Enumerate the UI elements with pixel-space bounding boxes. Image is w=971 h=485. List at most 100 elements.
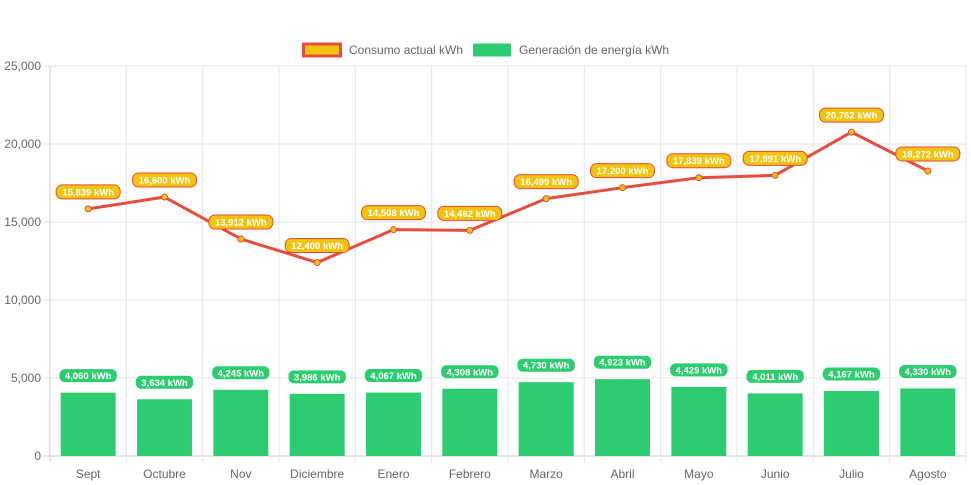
bar-value-label: 4,167 kWh bbox=[821, 366, 882, 382]
line-point-consumo bbox=[848, 128, 855, 136]
line-value-label-text: 14,462 kWh bbox=[444, 209, 496, 220]
x-tick-label: Nov bbox=[230, 467, 251, 481]
legend-item[interactable]: Consumo actual kWh bbox=[302, 42, 464, 58]
line-value-label-text: 20,762 kWh bbox=[826, 111, 878, 122]
bar-value-label-box bbox=[592, 354, 653, 370]
bar-value-label-box bbox=[669, 362, 729, 378]
line-value-label-text: 12,400 kWh bbox=[291, 241, 343, 252]
x-tick-label: Agosto bbox=[909, 467, 947, 481]
bar-generacion bbox=[289, 393, 345, 456]
bar-value-label-text: 4,429 kWh bbox=[676, 365, 723, 376]
bar-value-label-box bbox=[134, 374, 195, 390]
line-point-consumo bbox=[924, 167, 932, 175]
bar-generacion bbox=[900, 388, 956, 456]
legend-item[interactable]: Generación de energía kWh bbox=[473, 43, 670, 57]
bar-generacion bbox=[60, 392, 116, 456]
bar-value-label-text: 3,634 kWh bbox=[141, 378, 188, 389]
bar-generacion bbox=[137, 399, 192, 456]
x-tick-label: Febrero bbox=[449, 467, 491, 481]
line-value-label: 14,508 kWh bbox=[361, 205, 426, 221]
legend[interactable]: Consumo actual kWh Generación de energía … bbox=[302, 42, 670, 58]
y-tick-label: 5,000 bbox=[11, 371, 41, 385]
line-value-label-box bbox=[208, 214, 274, 230]
bar-value-label-text: 4,067 kWh bbox=[370, 371, 417, 382]
legend-label: Generación de energía kWh bbox=[519, 43, 669, 57]
line-value-label-box bbox=[895, 146, 961, 162]
line-value-label: 12,400 kWh bbox=[284, 238, 350, 254]
line-value-label: 16,499 kWh bbox=[513, 174, 579, 190]
bar-value-label-box bbox=[58, 368, 118, 384]
bar-generacion bbox=[747, 393, 803, 456]
line-point-consumo bbox=[390, 226, 397, 234]
line-value-label: 17,839 kWh bbox=[666, 153, 732, 169]
bar-value-label: 4,011 kWh bbox=[745, 368, 805, 384]
line-value-label: 18,272 kWh bbox=[895, 146, 961, 162]
line-point-consumo bbox=[542, 195, 550, 203]
bar-value-label-box bbox=[211, 365, 271, 381]
y-tick-label: 0 bbox=[34, 449, 41, 463]
bar-value-label: 4,067 kWh bbox=[363, 368, 424, 384]
line-value-label-text: 17,839 kWh bbox=[673, 156, 725, 167]
line-point-consumo bbox=[84, 205, 92, 213]
line-value-label-box bbox=[513, 174, 579, 190]
line-value-label: 16,600 kWh bbox=[132, 172, 197, 188]
line-value-label-text: 16,499 kWh bbox=[520, 177, 572, 188]
legend-label: Consumo actual kWh bbox=[349, 43, 463, 57]
line-value-label: 17,991 kWh bbox=[742, 150, 808, 166]
bar-value-label: 3,986 kWh bbox=[287, 369, 347, 385]
x-tick-label: Octubre bbox=[143, 467, 186, 481]
line-value-label-box bbox=[437, 205, 503, 221]
bar-value-label-text: 4,330 kWh bbox=[905, 367, 952, 378]
grid bbox=[44, 65, 967, 462]
bar-value-label: 4,923 kWh bbox=[592, 354, 653, 370]
line-value-label-text: 16,600 kWh bbox=[139, 176, 191, 187]
line-point-consumo bbox=[771, 171, 779, 179]
line-point-consumo bbox=[237, 235, 245, 243]
bar-generacion bbox=[442, 388, 498, 456]
line-series bbox=[84, 128, 932, 267]
line-point-consumo bbox=[466, 226, 474, 234]
line-value-label: 20,762 kWh bbox=[819, 107, 884, 123]
bar-value-label-text: 4,167 kWh bbox=[828, 369, 875, 380]
bar-value-label-text: 4,308 kWh bbox=[447, 367, 494, 378]
line-value-label-text: 15,839 kWh bbox=[62, 187, 114, 198]
data-labels: 4,060 kWh 3,634 kWh 4,245 kWh 3,986 kWh 4,06… bbox=[55, 107, 961, 390]
line-value-label-box bbox=[742, 150, 808, 166]
bar-generacion bbox=[671, 386, 727, 456]
bar-generacion bbox=[366, 392, 421, 456]
x-tick-label: Mayo bbox=[684, 467, 714, 481]
line-value-label-text: 14,508 kWh bbox=[368, 208, 420, 219]
x-tick-label: Enero bbox=[377, 467, 409, 481]
bar-value-label: 4,330 kWh bbox=[898, 363, 958, 379]
bar-generacion bbox=[595, 379, 650, 456]
bar-value-label: 3,634 kWh bbox=[134, 374, 195, 390]
bar-value-label-text: 4,730 kWh bbox=[523, 361, 570, 372]
bar-generacion bbox=[213, 389, 269, 456]
x-tick-label: Junio bbox=[761, 467, 790, 481]
bar-value-label-text: 4,923 kWh bbox=[599, 358, 646, 369]
axes: 0 5,000 10,000 15,000 20,000 25,000 Sept Octubr… bbox=[4, 59, 947, 481]
x-tick-label: Marzo bbox=[529, 467, 563, 481]
bar-value-label-text: 4,011 kWh bbox=[752, 372, 798, 383]
line-value-label-box bbox=[590, 163, 655, 179]
x-tick-label: Diciembre bbox=[290, 467, 344, 481]
legend-swatch bbox=[473, 43, 511, 57]
line-point-consumo bbox=[695, 174, 703, 182]
line-value-label-box bbox=[819, 107, 884, 123]
line-value-label-text: 17,200 kWh bbox=[597, 166, 649, 177]
bar-value-label: 4,730 kWh bbox=[516, 357, 576, 373]
x-tick-label: Sept bbox=[76, 467, 101, 481]
line-value-label-text: 13,912 kWh bbox=[215, 217, 267, 228]
x-tick-label: Julio bbox=[839, 467, 864, 481]
line-point-consumo bbox=[619, 184, 626, 192]
line-point-consumo bbox=[313, 259, 321, 267]
legend-swatch bbox=[302, 42, 342, 58]
bar-value-label: 4,245 kWh bbox=[211, 365, 271, 381]
line-value-label-box bbox=[132, 172, 197, 188]
bar-value-label: 4,060 kWh bbox=[58, 368, 118, 384]
bar-value-label-box bbox=[516, 357, 576, 373]
line-consumo bbox=[87, 130, 929, 265]
y-tick-label: 15,000 bbox=[4, 215, 41, 229]
line-value-label-box bbox=[284, 238, 350, 254]
